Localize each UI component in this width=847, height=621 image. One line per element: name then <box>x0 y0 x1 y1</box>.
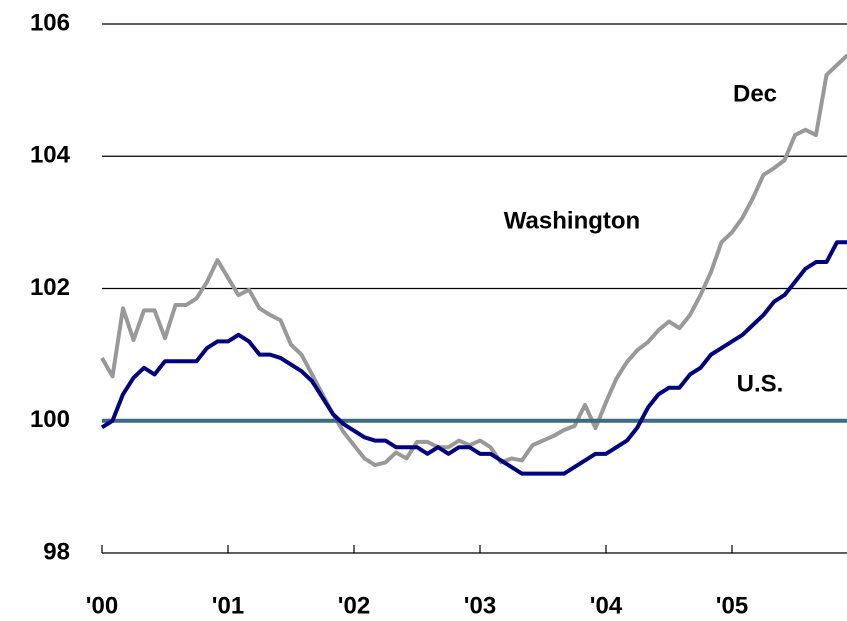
y-tick-label: 100 <box>30 406 70 433</box>
series-line <box>100 240 847 476</box>
x-tick-label: '05 <box>716 592 748 619</box>
series-line <box>100 53 847 468</box>
series-label: Dec <box>733 80 777 107</box>
x-tick-label: '03 <box>464 592 496 619</box>
x-tick-label: '02 <box>338 592 370 619</box>
y-tick-label: 106 <box>30 9 70 36</box>
x-tick-label: '01 <box>212 592 244 619</box>
x-tick-label: '04 <box>590 592 623 619</box>
series-label: U.S. <box>737 370 784 397</box>
series-label: Washington <box>504 207 640 234</box>
x-tick-label: '00 <box>86 592 118 619</box>
y-tick-label: 104 <box>30 142 71 169</box>
y-tick-label: 102 <box>30 274 70 301</box>
y-tick-label: 98 <box>43 538 70 565</box>
